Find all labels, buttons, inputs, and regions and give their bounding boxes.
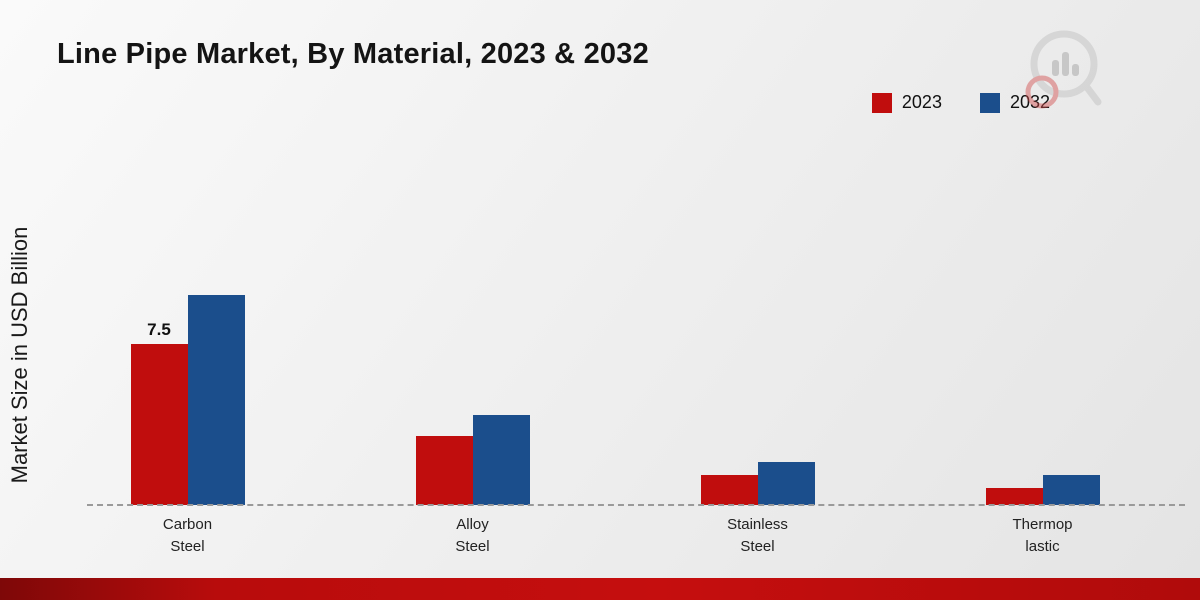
chart-title: Line Pipe Market, By Material, 2023 & 20… [57, 38, 649, 70]
bar-group-thermoplastic [900, 140, 1185, 505]
y-axis-label: Market Size in USD Billion [7, 226, 32, 484]
bar-2032-alloy-steel [472, 415, 530, 505]
bar-group-alloy-steel [330, 140, 615, 505]
legend-item-2023: 2023 [871, 92, 942, 113]
category-label-carbon-steel: Carbon Steel [162, 516, 213, 555]
bar-2032-carbon-steel [187, 295, 245, 505]
brand-logo-icon [1025, 30, 1102, 109]
legend-swatch-icon [979, 92, 1000, 113]
footer-accent-bar [0, 578, 1200, 600]
bar-2023-stainless-steel [700, 475, 758, 505]
category-label-alloy-steel: Alloy Steel [455, 516, 490, 555]
category-axis: Carbon Steel Alloy Steel Stainless Steel Therm… [45, 514, 1185, 558]
bar-2032-stainless-steel [757, 462, 815, 505]
bar-group-stainless-steel [615, 140, 900, 505]
bar-2023-thermoplastic [985, 488, 1043, 505]
legend-swatch-icon [871, 92, 892, 113]
bar-value-label: 7.5 [147, 320, 171, 339]
bar-2032-thermoplastic [1042, 475, 1100, 505]
legend-label: 2032 [1009, 92, 1050, 112]
category-label-thermoplastic: Thermop lastic [1012, 516, 1073, 555]
x-axis-baseline [87, 504, 1185, 506]
bar-group-carbon-steel: 7.5 [45, 140, 330, 505]
legend-item-2032: 2032 [979, 92, 1050, 113]
bars-container: 7.5 [45, 140, 1185, 505]
category-label-stainless-steel: Stainless Steel [727, 516, 788, 555]
legend-label: 2023 [901, 92, 942, 112]
chart-legend: 2023 2032 [871, 92, 1050, 113]
plot-area: 7.5 [45, 140, 1185, 506]
bar-2023-alloy-steel [415, 436, 473, 505]
bar-2023-carbon-steel: 7.5 [130, 320, 188, 505]
